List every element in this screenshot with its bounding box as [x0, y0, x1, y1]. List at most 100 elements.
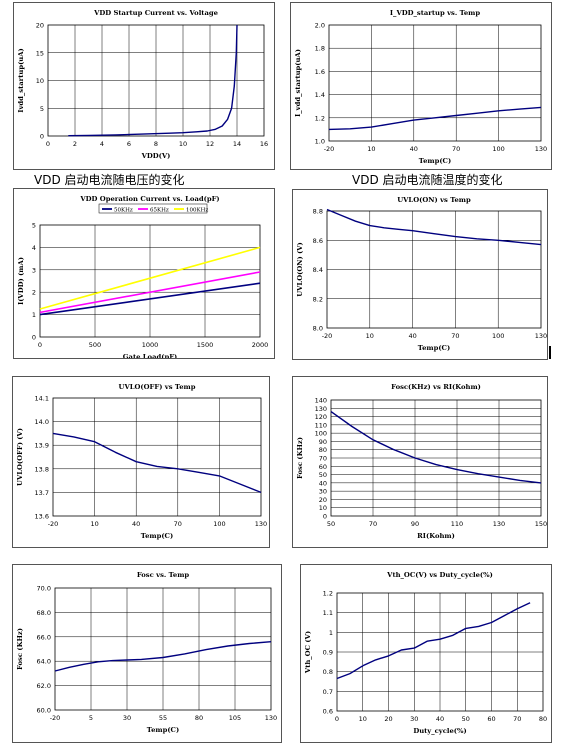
y-tick-label: 4 [32, 244, 36, 252]
chart-panel-uvlo-on: UVLO(ON) vs Temp -20 10 40 70 100 130 8.0 8.2 8.4… [292, 189, 548, 360]
x-tick-label: 70 [513, 715, 521, 723]
y-tick-label: 62.0 [37, 682, 51, 690]
x-tick-label: -20 [324, 145, 335, 153]
y-tick-label: 5 [40, 105, 44, 113]
y-tick-label: 1 [32, 311, 36, 319]
chart-fosc-vs-ri: Fosc(KHz) vs RI(Kohm) 50 70 90 110 130 150 0102… [296, 383, 547, 540]
x-axis-label: Duty_cycle(%) [413, 727, 466, 735]
x-tick-label: 100 [492, 145, 504, 153]
caption-startup-vs-temp: VDD 启动电流随温度的变化 [352, 173, 503, 187]
y-tick-label: 1.8 [315, 45, 325, 53]
y-tick-label: 1.2 [323, 590, 333, 598]
y-tick-label: 66.0 [37, 633, 51, 641]
x-tick-label: -20 [50, 714, 61, 722]
y-axis-label: UVLO(ON) (V) [296, 242, 304, 297]
y-tick-label: 110 [315, 421, 327, 429]
series-line [326, 208, 542, 246]
edge-mark [549, 346, 551, 359]
series-line-100khz [39, 246, 261, 310]
chart-panel-startup-temp: I_VDD_startup vs. Temp -20 10 40 70 100 130 1.0… [290, 2, 552, 170]
x-axis-label: Temp(C) [418, 344, 450, 352]
x-tick-label: 1000 [142, 341, 159, 349]
y-tick-label: 0.9 [323, 649, 333, 657]
x-axis-label: Temp(C) [141, 532, 173, 540]
y-tick-label: 0.8 [323, 668, 333, 676]
x-tick-label: 30 [410, 715, 418, 723]
x-tick-label: 100 [492, 332, 504, 340]
x-tick-label: 2000 [252, 341, 269, 349]
y-tick-label: 8.4 [313, 266, 323, 274]
series-line [68, 24, 238, 137]
x-tick-label: 100 [213, 520, 225, 528]
y-axis-label: Vth_OC (V) [304, 631, 312, 674]
x-tick-label: 80 [539, 715, 547, 723]
y-tick-label: 100 [315, 430, 327, 438]
x-tick-label: -20 [322, 332, 333, 340]
y-tick-label: 1.0 [315, 138, 325, 146]
legend-box [98, 203, 208, 214]
x-tick-label: 70 [369, 520, 377, 528]
series-line-65khz [39, 271, 261, 314]
x-tick-label: 2 [73, 140, 77, 148]
x-tick-label: 50 [462, 715, 470, 723]
chart-title: Fosc vs. Temp [137, 571, 190, 579]
y-tick-label: 140 [315, 397, 327, 405]
x-tick-label: 150 [535, 520, 547, 528]
y-tick-label: 64.0 [37, 658, 51, 666]
y-tick-label: 10 [36, 77, 44, 85]
y-tick-label: 70.0 [37, 585, 51, 593]
chart-operation-current-vs-load: VDD Operation Current vs. Load(pF)0 500 10… [17, 195, 269, 359]
y-tick-label: 2.0 [315, 22, 325, 30]
x-tick-label: 500 [89, 341, 101, 349]
plot-area [52, 397, 262, 517]
x-tick-label: 20 [384, 715, 392, 723]
x-tick-label: 130 [535, 145, 547, 153]
y-tick-label: 10 [319, 504, 327, 512]
x-tick-label: 130 [493, 520, 505, 528]
x-tick-label: 40 [132, 520, 140, 528]
y-tick-label: 0 [323, 513, 327, 521]
y-tick-label: 60.0 [37, 707, 51, 715]
x-axis-label: Gate Load(pF) [123, 353, 178, 359]
x-tick-label: 16 [260, 140, 268, 148]
chart-title: UVLO(ON) vs Temp [397, 196, 471, 204]
y-tick-label: 30 [319, 488, 327, 496]
x-tick-label: 130 [255, 520, 267, 528]
y-tick-label: 90 [319, 438, 327, 446]
y-tick-label: 15 [36, 49, 44, 57]
y-axis-label: UVLO(OFF) (V) [16, 428, 24, 486]
y-tick-label: 0 [40, 133, 44, 141]
x-tick-label: 0 [335, 715, 339, 723]
x-tick-label: 10 [90, 520, 98, 528]
x-tick-label: 105 [229, 714, 241, 722]
x-axis-label: Temp(C) [419, 157, 451, 165]
chart-title: I_VDD_startup vs. Temp [390, 9, 480, 17]
y-tick-label: 1.2 [315, 114, 325, 122]
x-tick-label: 10 [179, 140, 187, 148]
x-tick-label: 40 [436, 715, 444, 723]
x-tick-label: 14 [233, 140, 241, 148]
y-tick-label: 8.6 [313, 237, 323, 245]
legend-label: 100KHz [186, 207, 208, 213]
chart-panel-fosc-temp: Fosc vs. Temp -20 5 30 55 80 105 130 60.0 62.0 64.… [12, 564, 282, 743]
y-tick-label: 1 [329, 629, 333, 637]
chart-title: UVLO(OFF) vs Temp [119, 383, 196, 391]
series-line [330, 411, 542, 484]
series-line [328, 106, 542, 131]
x-tick-label: 55 [159, 714, 167, 722]
x-tick-label: 60 [487, 715, 495, 723]
y-tick-label: 8.8 [313, 208, 323, 216]
x-tick-label: 130 [535, 332, 547, 340]
x-tick-label: 50 [327, 520, 335, 528]
series-line [336, 602, 531, 680]
x-tick-label: 90 [411, 520, 419, 528]
y-tick-label: 20 [319, 496, 327, 504]
x-tick-label: 70 [452, 145, 460, 153]
series-line [52, 432, 262, 494]
chart-startup-vs-temp: I_VDD_startup vs. Temp -20 10 40 70 100 130 1.0… [294, 9, 547, 165]
y-axis-label: Ivdd_startup(uA) [17, 48, 25, 112]
y-tick-label: 50 [319, 471, 327, 479]
y-tick-label: 68.0 [37, 609, 51, 617]
y-tick-label: 8.0 [313, 325, 323, 333]
x-tick-label: 0 [46, 140, 50, 148]
